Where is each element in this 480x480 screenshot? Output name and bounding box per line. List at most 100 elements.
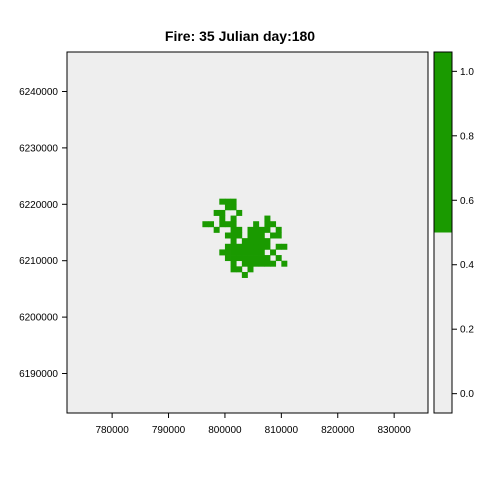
burned-cell [224,243,231,250]
burned-cell [236,249,243,256]
burned-cell [247,243,254,250]
burned-cell [253,243,260,250]
burned-cell [258,243,265,250]
burned-cell [219,215,226,222]
burned-cell [264,226,271,233]
burned-cell [219,209,226,216]
burned-cell [224,198,231,205]
burned-cell [230,232,237,239]
x-tick-label: 790000 [152,425,186,436]
burned-cell [247,260,254,267]
burned-cell [264,238,271,245]
burned-cell [253,221,260,228]
burned-cell [275,226,282,233]
burned-cell [270,232,277,239]
x-axis: 780000 790000 800000 810000 820000 830000 [95,413,411,436]
burned-cell [264,260,271,267]
burned-cell [230,249,237,256]
raster-area [66,51,429,414]
burned-cell [247,226,254,233]
burned-cell [236,209,243,216]
chart-title: Fire: 35 Julian day:180 [165,28,315,44]
burned-cell [258,226,265,233]
burned-cell [230,238,237,245]
burned-cell [224,249,231,256]
burned-cell [241,255,248,262]
burned-cell [258,255,265,262]
x-tick-label: 800000 [208,425,242,436]
y-tick-label: 6220000 [19,200,58,211]
burned-cell [275,255,282,262]
burned-cell [275,232,282,239]
legend-unburned-swatch [434,232,452,413]
burned-cell [281,243,288,250]
burned-cell [253,255,260,262]
burned-cell [241,243,248,250]
burned-cell [230,226,237,233]
burned-cell [230,221,237,228]
burned-cell [202,221,209,228]
burned-cell [230,204,237,211]
y-tick-label: 6200000 [19,313,58,324]
burned-cell [253,232,260,239]
x-tick-label: 820000 [321,425,355,436]
burned-cell [270,260,277,267]
burned-cell [236,255,243,262]
burned-cell [213,209,220,216]
legend-burned-swatch [434,52,452,233]
burned-cell [270,221,277,228]
legend-border [433,51,453,414]
burned-cell [213,226,220,233]
burned-cell [253,260,260,267]
burned-cell [247,249,254,256]
burned-cells [202,198,288,278]
burned-cell [258,232,265,239]
legend-tick-label: 0.2 [460,325,474,336]
burned-cell [230,215,237,222]
burned-cell [230,255,237,262]
burned-cell [219,249,226,256]
burned-cell [224,204,231,211]
burned-cell [224,232,231,239]
legend-tick-label: 0.8 [460,131,474,142]
burned-cell [264,255,271,262]
burned-cell [264,243,271,250]
burned-cell [247,232,254,239]
burned-cell [247,238,254,245]
burned-cell [258,238,265,245]
burned-cell [241,260,248,267]
burned-cell [219,221,226,228]
burned-cell [230,266,237,273]
burned-cell [236,232,243,239]
burned-cell [219,198,226,205]
burned-cell [208,221,215,228]
y-tick-label: 6210000 [19,256,58,267]
burned-cell [241,238,248,245]
burned-cell [270,249,277,256]
y-axis: 6190000 6200000 6210000 6220000 6230000 62400… [19,87,67,380]
burned-cell [236,266,243,273]
burned-cell [247,255,254,262]
burned-cell [230,243,237,250]
burned-cell [230,198,237,205]
burned-cell [253,249,260,256]
burned-cell [224,255,231,262]
x-tick-label: 810000 [265,425,299,436]
y-tick-label: 6240000 [19,87,58,98]
burned-cell [258,260,265,267]
plot-border [66,51,429,414]
burned-cell [281,260,288,267]
burned-cell [241,249,248,256]
legend-tick-label: 0.4 [460,260,474,271]
y-tick-label: 6230000 [19,143,58,154]
burned-cell [258,249,265,256]
burned-cell [236,226,243,233]
burned-cell [264,221,271,228]
legend-tick-label: 0.6 [460,196,474,207]
legend-tick-label: 1.0 [460,67,474,78]
x-tick-label: 830000 [377,425,411,436]
burned-cell [275,243,282,250]
y-tick-label: 6190000 [19,369,58,380]
x-tick-label: 780000 [95,425,129,436]
